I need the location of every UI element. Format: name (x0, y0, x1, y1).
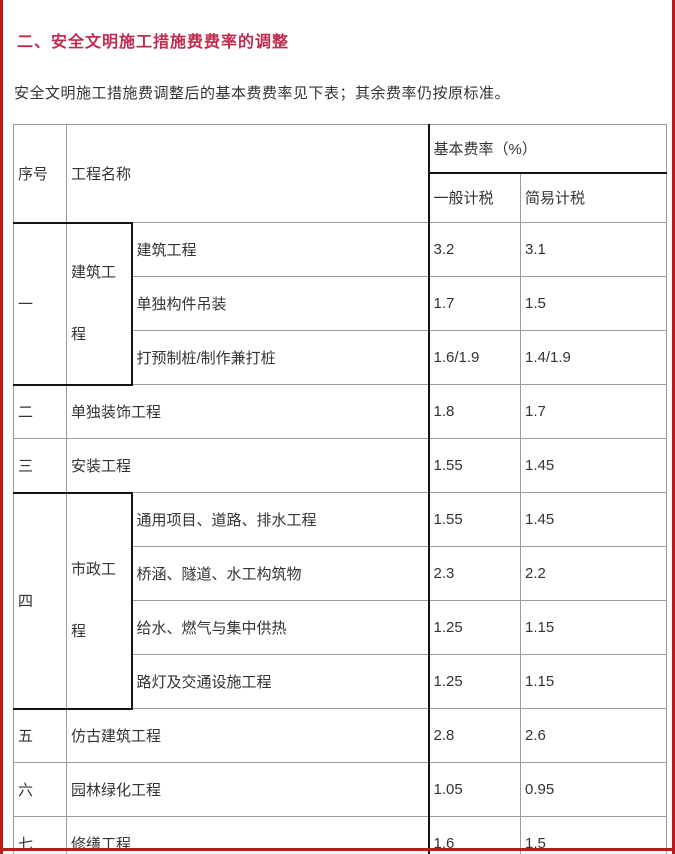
general-tax-cell: 1.25 (427, 654, 522, 709)
simple-tax-cell: 1.7 (520, 384, 668, 439)
table-row: 桥涵、隧道、水工构筑物 2.3 2.2 (14, 546, 668, 601)
simple-tax-cell: 1.45 (520, 438, 668, 493)
table-row: 四 市政工程 通用项目、道路、排水工程 1.55 1.45 (13, 491, 668, 710)
general-tax-cell: 1.55 (427, 438, 522, 493)
header-simple-tax: 简易计税 (520, 172, 668, 223)
project-name-cell: 单独构件吊装 (130, 276, 430, 331)
row-index-cell: 二 (13, 384, 67, 439)
simple-tax-cell: 1.15 (520, 600, 668, 655)
general-tax-cell: 1.8 (427, 384, 522, 439)
general-tax-cell: 1.6/1.9 (427, 330, 522, 385)
project-name-cell: 修缮工程 (65, 816, 430, 854)
general-tax-cell: 1.05 (427, 762, 522, 817)
simple-tax-cell: 3.1 (520, 222, 668, 277)
row-index-cell: 七 (13, 816, 67, 854)
simple-tax-cell: 0.95 (520, 762, 668, 817)
header-general-tax: 一般计税 (427, 172, 522, 223)
table-row: 给水、燃气与集中供热 1.25 1.15 (14, 600, 668, 655)
simple-tax-cell: 1.5 (520, 276, 668, 331)
row-index-cell: 六 (13, 762, 67, 817)
general-tax-cell: 1.7 (427, 276, 522, 331)
table-row: 七 修缮工程 1.6 1.5 (13, 816, 668, 854)
general-tax-cell: 2.3 (427, 546, 522, 601)
row-index-cell: 三 (13, 438, 67, 493)
simple-tax-cell: 2.6 (520, 708, 668, 763)
simple-tax-cell: 1.5 (520, 816, 668, 854)
group-name-cell: 建筑工程 (66, 221, 133, 386)
project-name-cell: 园林绿化工程 (65, 762, 430, 817)
project-name-cell: 单独装饰工程 (65, 384, 430, 439)
page-frame-bottom-border (3, 848, 672, 851)
table-row: 一 建筑工程 建筑工程 3.2 3.1 (13, 221, 668, 386)
simple-tax-cell: 2.2 (520, 546, 668, 601)
table-row: 打预制桩/制作兼打桩 1.6/1.9 1.4/1.9 (14, 330, 668, 385)
header-base-rate: 基本费率（%） (427, 124, 668, 174)
table-row: 六 园林绿化工程 1.05 0.95 (13, 762, 668, 817)
intro-paragraph: 安全文明施工措施费调整后的基本费费率见下表；其余费率仍按原标准。 (14, 85, 511, 102)
row-index-cell: 一 (13, 221, 67, 386)
project-name-cell: 仿古建筑工程 (65, 708, 430, 763)
fee-rate-table: 序号 工程名称 基本费率（%） 一般计税 简易计税 一 建筑工程 建筑工程 3.… (13, 124, 668, 854)
table-row: 路灯及交通设施工程 1.25 1.15 (14, 654, 668, 709)
project-name-cell: 安装工程 (65, 438, 430, 493)
project-name-cell: 建筑工程 (130, 222, 430, 277)
general-tax-cell: 1.25 (427, 600, 522, 655)
general-tax-cell: 2.8 (427, 708, 522, 763)
project-name-cell: 给水、燃气与集中供热 (130, 600, 430, 655)
table-row: 五 仿古建筑工程 2.8 2.6 (13, 708, 668, 763)
group-name-cell: 市政工程 (66, 491, 133, 710)
project-name-cell: 打预制桩/制作兼打桩 (130, 330, 430, 385)
row-index-cell: 五 (13, 708, 67, 763)
table-row: 二 单独装饰工程 1.8 1.7 (13, 384, 668, 439)
project-name-cell: 路灯及交通设施工程 (130, 654, 430, 709)
header-index: 序号 (13, 124, 67, 223)
simple-tax-cell: 1.45 (520, 492, 668, 547)
section-heading: 二、安全文明施工措施费费率的调整 (17, 34, 290, 51)
header-project-name: 工程名称 (65, 124, 430, 223)
row-index-cell: 四 (13, 491, 67, 710)
table-header-row-2: 一般计税 简易计税 (14, 172, 668, 223)
project-name-cell: 桥涵、隧道、水工构筑物 (130, 546, 430, 601)
table-header-row-1: 序号 工程名称 基本费率（%） (13, 124, 668, 223)
general-tax-cell: 1.6 (427, 816, 522, 854)
simple-tax-cell: 1.4/1.9 (520, 330, 668, 385)
general-tax-cell: 1.55 (427, 492, 522, 547)
simple-tax-cell: 1.15 (520, 654, 668, 709)
general-tax-cell: 3.2 (427, 222, 522, 277)
project-name-cell: 通用项目、道路、排水工程 (130, 492, 430, 547)
table-row: 单独构件吊装 1.7 1.5 (14, 276, 668, 331)
table-row: 三 安装工程 1.55 1.45 (13, 438, 668, 493)
